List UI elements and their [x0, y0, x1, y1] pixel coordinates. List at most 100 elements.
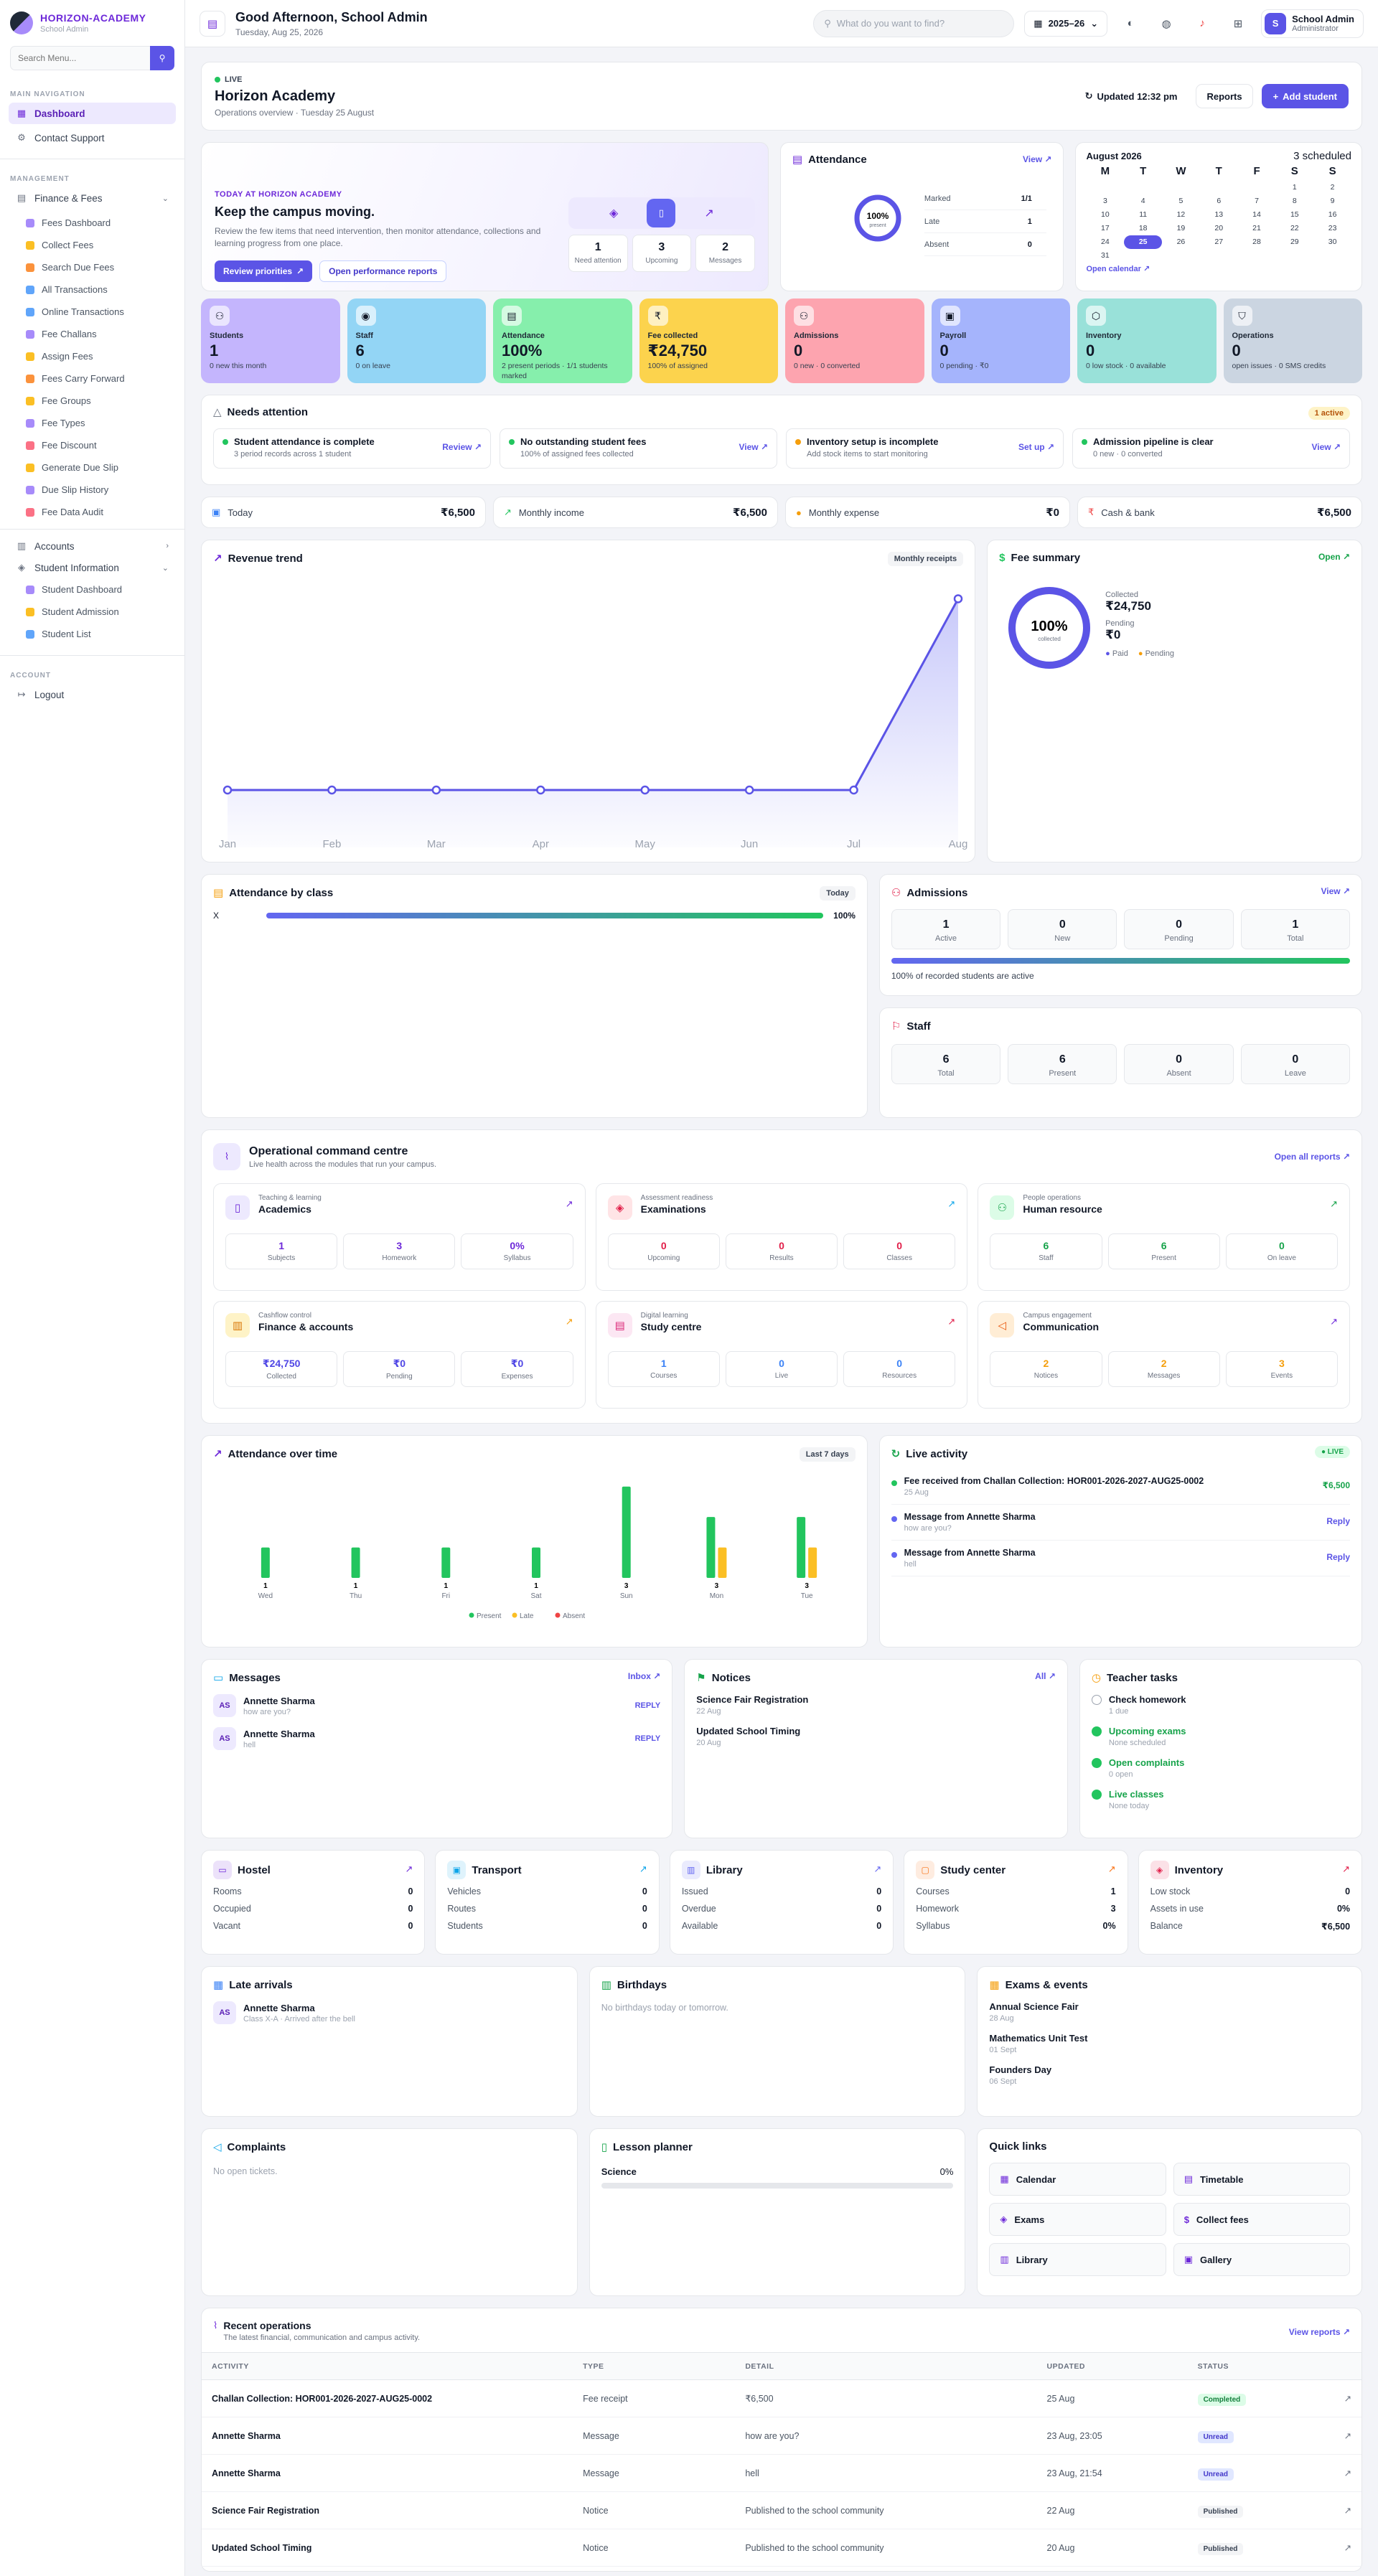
- inbox-link[interactable]: Inbox ↗: [627, 1671, 661, 1681]
- notice-item[interactable]: Science Fair Registration 22 Aug: [696, 1694, 1056, 1716]
- ops-module-card[interactable]: ◈ Assessment readiness Examinations ↗ 0 Upcom…: [595, 1183, 968, 1291]
- calendar-day[interactable]: 23: [1328, 224, 1337, 232]
- calendar-day[interactable]: 29: [1290, 238, 1299, 246]
- kpi-card[interactable]: ₹ Fee collected ₹24,750 100% of assigned: [639, 299, 778, 383]
- kpi-card[interactable]: ⬡ Inventory 0 0 low stock · 0 available: [1077, 299, 1217, 383]
- sidebar-subitem[interactable]: Student List: [9, 623, 176, 645]
- add-student-button[interactable]: + Add student: [1261, 84, 1349, 108]
- fee-open-link[interactable]: Open ↗: [1318, 552, 1350, 562]
- revenue-point[interactable]: [431, 785, 441, 795]
- table-row[interactable]: Annette Sharma Message hell 23 Aug, 21:54 Un…: [202, 2454, 1361, 2492]
- search-icon[interactable]: ⚲: [150, 46, 174, 70]
- sidebar-subitem[interactable]: Fee Groups: [9, 390, 176, 412]
- arrow-icon[interactable]: ↗: [1344, 2394, 1351, 2404]
- reply-button[interactable]: REPLY: [634, 1701, 661, 1710]
- task-item[interactable]: Upcoming exams None scheduled: [1091, 1726, 1350, 1747]
- sidebar-subitem[interactable]: Fees Carry Forward: [9, 367, 176, 390]
- revenue-point[interactable]: [640, 785, 650, 795]
- activity-action[interactable]: Reply: [1326, 1516, 1350, 1526]
- arrow-icon[interactable]: ↗: [639, 1863, 647, 1874]
- revenue-point[interactable]: [536, 785, 545, 795]
- revenue-point[interactable]: [222, 785, 233, 795]
- sidebar-item-logout[interactable]: ↦ Logout: [9, 684, 176, 705]
- bar-present[interactable]: [441, 1547, 451, 1578]
- calendar-day[interactable]: 27: [1214, 238, 1224, 246]
- academic-year-select[interactable]: ▦ 2025–26 ⌄: [1024, 10, 1108, 37]
- finance-mini-card[interactable]: ₹ Cash & bank ₹6,500: [1077, 497, 1362, 528]
- calendar-day[interactable]: 25: [1124, 235, 1163, 249]
- calendar-day[interactable]: 21: [1252, 224, 1261, 232]
- quick-link[interactable]: ▣ Gallery: [1173, 2243, 1350, 2276]
- sidebar-subitem[interactable]: Fee Data Audit: [9, 501, 176, 523]
- finance-mini-card[interactable]: ↗ Monthly income ₹6,500: [493, 497, 778, 528]
- arrow-icon[interactable]: ↗: [1330, 1316, 1338, 1327]
- kpi-card[interactable]: ▣ Payroll 0 0 pending · ₹0: [931, 299, 1070, 383]
- calendar-day[interactable]: 15: [1290, 210, 1299, 219]
- menu-toggle-icon[interactable]: ▤: [200, 10, 225, 37]
- arrow-icon[interactable]: ↗: [1344, 2506, 1351, 2516]
- attendance-view-link[interactable]: View ↗: [1022, 154, 1052, 164]
- arrow-icon[interactable]: ↗: [873, 1863, 882, 1874]
- calendar-day[interactable]: 31: [1101, 251, 1110, 260]
- revenue-point[interactable]: [327, 785, 337, 795]
- calendar-day[interactable]: 12: [1176, 210, 1186, 219]
- bar-present[interactable]: [532, 1547, 540, 1578]
- event-item[interactable]: Founders Day 06 Sept: [989, 2064, 1350, 2086]
- sidebar-subitem[interactable]: Search Due Fees: [9, 256, 176, 278]
- sidebar-subitem[interactable]: Assign Fees: [9, 345, 176, 367]
- notices-all-link[interactable]: All ↗: [1035, 1671, 1056, 1681]
- kpi-card[interactable]: ◉ Staff 6 0 on leave: [347, 299, 486, 383]
- refresh-button[interactable]: ↻ Updated 12:32 pm: [1074, 84, 1188, 108]
- review-priorities-button[interactable]: Review priorities ↗: [215, 260, 313, 282]
- table-row[interactable]: Challan Collection: HOR001-2026-2027-AUG…: [202, 2379, 1361, 2417]
- quick-link[interactable]: ◈ Exams: [989, 2203, 1166, 2236]
- menu-search-input[interactable]: [10, 46, 150, 70]
- sidebar-subitem[interactable]: Fee Types: [9, 412, 176, 434]
- sidebar-subitem[interactable]: Student Admission: [9, 601, 176, 623]
- kpi-card[interactable]: ⚇ Students 1 0 new this month: [201, 299, 340, 383]
- revenue-point[interactable]: [849, 785, 858, 795]
- table-row[interactable]: Science Fair Registration Notice Published…: [202, 2491, 1361, 2529]
- quick-link[interactable]: $ Collect fees: [1173, 2203, 1350, 2236]
- sidebar-item-dashboard[interactable]: ▦ Dashboard: [9, 103, 176, 124]
- globe-icon[interactable]: ◍: [1161, 17, 1171, 30]
- calendar-day[interactable]: 13: [1214, 210, 1224, 219]
- performance-reports-button[interactable]: Open performance reports: [319, 260, 447, 282]
- quick-link[interactable]: ▦ Calendar: [989, 2163, 1166, 2196]
- reports-button[interactable]: Reports: [1196, 84, 1253, 108]
- calendar-day[interactable]: 9: [1330, 197, 1335, 205]
- bar-present[interactable]: [351, 1547, 360, 1578]
- sidebar-subitem[interactable]: Student Dashboard: [9, 578, 176, 601]
- table-row[interactable]: Updated School Timing Notice Published to …: [202, 2529, 1361, 2567]
- user-menu[interactable]: S School Admin Administrator: [1261, 9, 1364, 38]
- arrow-icon[interactable]: ↗: [1330, 1198, 1338, 1209]
- task-item[interactable]: Open complaints 0 open: [1091, 1757, 1350, 1779]
- open-calendar-link[interactable]: Open calendar ↗: [1086, 265, 1150, 273]
- finance-mini-card[interactable]: ● Monthly expense ₹0: [785, 497, 1070, 528]
- reply-button[interactable]: REPLY: [634, 1734, 661, 1743]
- sidebar-item-finance[interactable]: ▤ Finance & Fees ⌄: [9, 187, 176, 209]
- revenue-point[interactable]: [953, 594, 963, 603]
- attention-link[interactable]: View ↗: [1311, 442, 1341, 452]
- calendar-day[interactable]: 6: [1217, 197, 1222, 205]
- ops-module-card[interactable]: ▯ Teaching & learning Academics ↗ 1 Subjects 3…: [213, 1183, 586, 1291]
- admissions-view-link[interactable]: View ↗: [1321, 886, 1350, 896]
- event-item[interactable]: Mathematics Unit Test 01 Sept: [989, 2033, 1350, 2054]
- activity-action[interactable]: Reply: [1326, 1552, 1350, 1562]
- revenue-point[interactable]: [744, 785, 754, 795]
- arrow-icon[interactable]: ↗: [565, 1316, 573, 1327]
- bar-present[interactable]: [797, 1517, 806, 1578]
- sidebar-item-student-information[interactable]: ◈ Student Information ⌄: [9, 557, 176, 578]
- arrow-icon[interactable]: ↗: [947, 1316, 956, 1327]
- calendar-day[interactable]: 17: [1101, 224, 1110, 232]
- sidebar-subitem[interactable]: All Transactions: [9, 278, 176, 301]
- sidebar-subitem[interactable]: Collect Fees: [9, 234, 176, 256]
- sidebar-subitem[interactable]: Fee Challans: [9, 323, 176, 345]
- arrow-icon[interactable]: ↗: [1342, 1863, 1351, 1874]
- attention-link[interactable]: Set up ↗: [1018, 442, 1054, 452]
- sidebar-item-contact-support[interactable]: ⚙ Contact Support: [9, 127, 176, 149]
- calendar-day[interactable]: 2: [1330, 183, 1335, 192]
- brand[interactable]: HORIZON-ACADEMY School Admin: [0, 0, 184, 43]
- finance-mini-card[interactable]: ▣ Today ₹6,500: [201, 497, 486, 528]
- late-arrival-item[interactable]: AS Annette Sharma Class X-A · Arrived aft…: [213, 2001, 566, 2024]
